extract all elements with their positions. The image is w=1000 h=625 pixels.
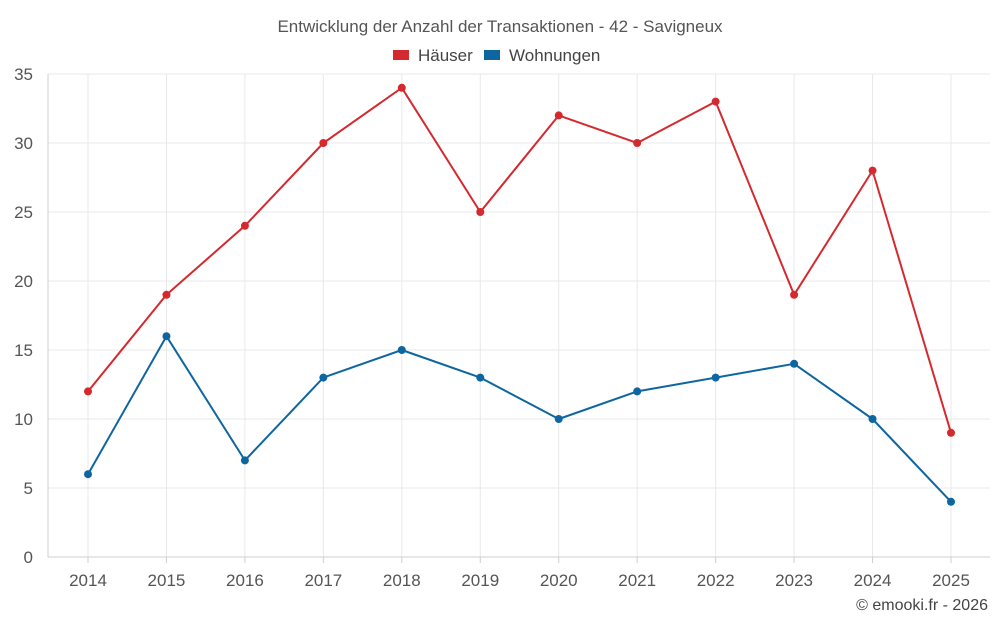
legend-swatch-wohnungen (484, 50, 500, 60)
y-tick-label: 0 (24, 548, 33, 567)
data-point-hauser-2025[interactable] (947, 428, 955, 437)
x-tick-label: 2021 (618, 571, 656, 590)
x-tick-label: 2014 (69, 571, 107, 590)
data-point-hauser-2024[interactable] (868, 166, 877, 175)
data-point-wohnungen-2016[interactable] (240, 456, 249, 465)
data-point-hauser-2021[interactable] (633, 139, 642, 147)
data-point-wohnungen-2023[interactable] (790, 359, 799, 368)
data-point-hauser-2023[interactable] (790, 290, 799, 299)
x-tick-label: 2025 (932, 571, 970, 590)
chart-title: Entwicklung der Anzahl der Transaktionen… (277, 17, 723, 36)
y-tick-label: 35 (14, 65, 33, 84)
y-tick-label: 10 (14, 410, 33, 429)
legend-swatch-hauser (393, 50, 409, 60)
data-point-hauser-2016[interactable] (240, 221, 249, 230)
data-point-hauser-2022[interactable] (711, 97, 720, 106)
x-tick-label: 2017 (304, 571, 342, 590)
x-tick-label: 2018 (383, 571, 421, 590)
data-point-hauser-2018[interactable] (397, 83, 406, 92)
x-tick-label: 2023 (775, 571, 813, 590)
credit-text: © emooki.fr - 2026 (856, 597, 988, 614)
y-tick-label: 25 (14, 203, 33, 222)
legend-label-wohnungen[interactable]: Wohnungen (509, 46, 600, 65)
data-point-wohnungen-2015[interactable] (162, 332, 171, 341)
x-tick-label: 2015 (148, 571, 186, 590)
data-point-hauser-2020[interactable] (554, 111, 563, 120)
data-point-hauser-2019[interactable] (476, 208, 485, 216)
data-point-wohnungen-2018[interactable] (397, 346, 406, 354)
y-tick-label: 20 (14, 272, 33, 291)
data-point-wohnungen-2021[interactable] (633, 387, 642, 396)
data-point-hauser-2017[interactable] (319, 139, 328, 147)
x-tick-label: 2019 (461, 571, 499, 590)
data-point-hauser-2014[interactable] (84, 387, 92, 396)
y-tick-label: 5 (24, 479, 33, 498)
data-point-wohnungen-2019[interactable] (476, 373, 485, 382)
x-tick-label: 2016 (226, 571, 264, 590)
series-line-hauser (87, 86, 952, 434)
y-tick-label: 15 (14, 341, 33, 360)
data-point-wohnungen-2014[interactable] (84, 470, 92, 479)
data-point-wohnungen-2017[interactable] (319, 373, 328, 382)
data-point-wohnungen-2022[interactable] (711, 373, 720, 382)
data-point-hauser-2015[interactable] (162, 290, 171, 299)
legend: Häuser Wohnungen (393, 46, 600, 65)
grid (48, 73, 990, 557)
legend-label-hauser[interactable]: Häuser (418, 46, 473, 65)
series (84, 83, 955, 506)
data-point-wohnungen-2025[interactable] (947, 497, 955, 506)
data-point-wohnungen-2020[interactable] (554, 415, 563, 423)
data-point-wohnungen-2024[interactable] (868, 415, 877, 423)
x-tick-label: 2024 (854, 571, 892, 590)
x-tick-label: 2022 (697, 571, 735, 590)
series-line-wohnungen (87, 335, 952, 503)
y-tick-label: 30 (14, 134, 33, 153)
x-tick-label: 2020 (540, 571, 578, 590)
